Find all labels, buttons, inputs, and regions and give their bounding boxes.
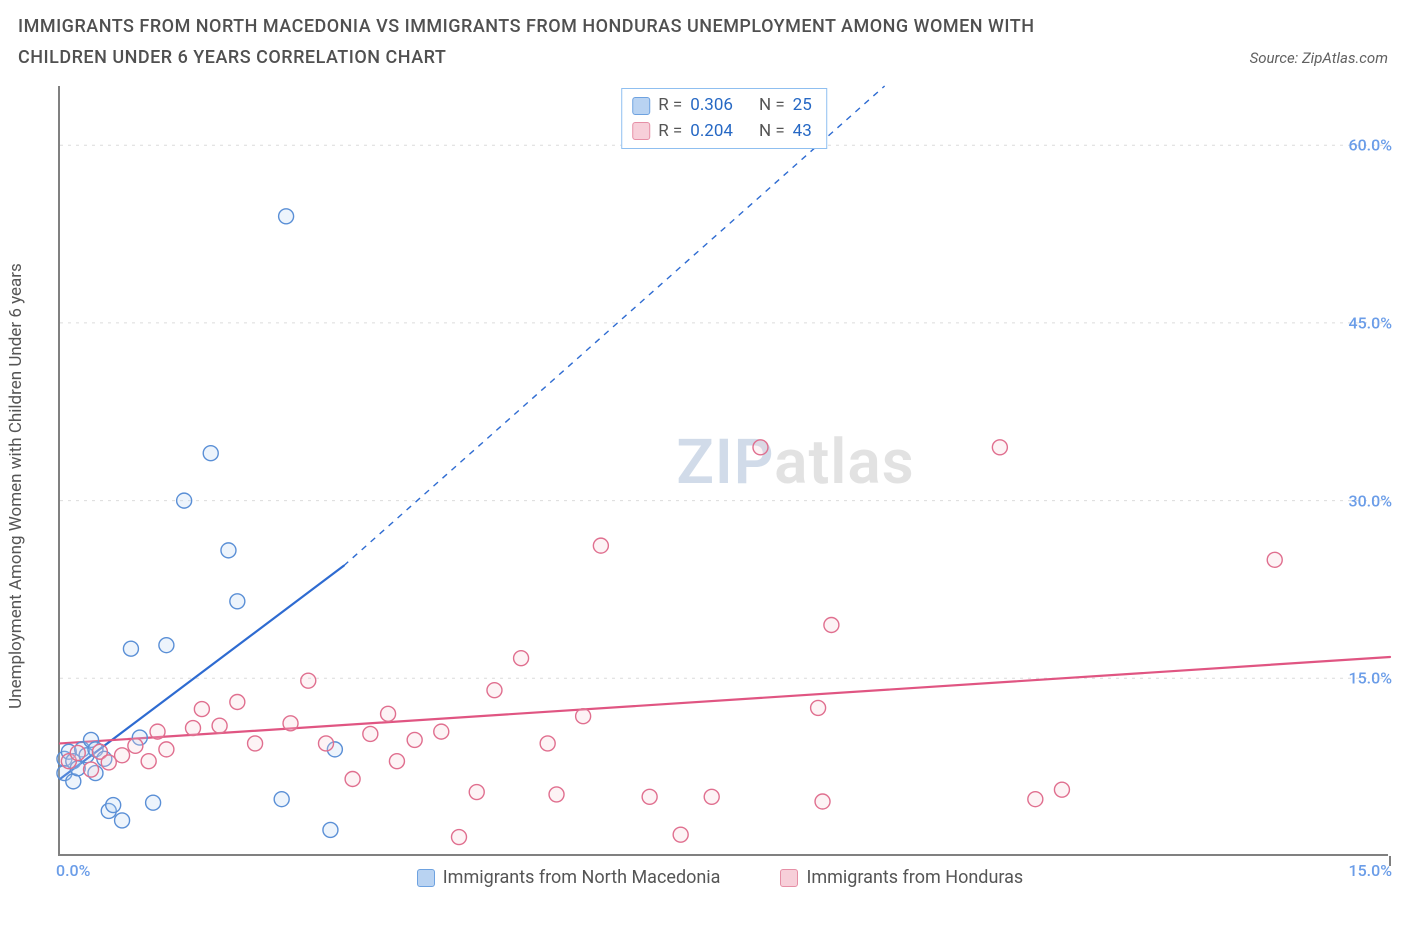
page-root: { "title": "IMMIGRANTS FROM NORTH MACEDO… [0,0,1406,930]
r-label-0: R = [658,93,682,119]
legend-label-0: Immigrants from North Macedonia [443,867,721,888]
n-value-0: 25 [793,93,812,119]
plot-area: Unemployment Among Women with Children U… [50,86,1390,886]
y-tick-label: 45.0% [1342,313,1392,332]
correlation-row-1: R = 0.204 N = 43 [632,119,812,145]
y-tick-label: 30.0% [1342,491,1392,510]
legend-label-1: Immigrants from Honduras [806,867,1023,888]
legend-swatch-0 [417,869,435,887]
correlation-row-0: R = 0.306 N = 25 [632,93,812,119]
title-row: IMMIGRANTS FROM NORTH MACEDONIA VS IMMIG… [18,12,1388,73]
n-value-1: 43 [793,119,812,145]
chart-title: IMMIGRANTS FROM NORTH MACEDONIA VS IMMIG… [18,12,1118,73]
chart-canvas: ZIPatlas R = 0.306 N = 25 R = 0.204 N = [58,86,1388,856]
n-label-1: N = [759,119,785,145]
chart-svg [60,86,1388,854]
legend-item-0: Immigrants from North Macedonia [417,867,721,888]
y-axis-label: Unemployment Among Women with Children U… [6,263,26,709]
y-tick-label: 15.0% [1342,669,1392,688]
swatch-series-1 [632,122,650,140]
swatch-series-0 [632,97,650,115]
legend-item-1: Immigrants from Honduras [780,867,1023,888]
y-tick-label: 60.0% [1342,136,1392,155]
correlation-legend: R = 0.306 N = 25 R = 0.204 N = 43 [621,88,827,149]
r-value-0: 0.306 [690,93,733,119]
source-label: Source: ZipAtlas.com [1250,49,1388,73]
r-value-1: 0.204 [690,119,733,145]
r-label-1: R = [658,119,682,145]
bottom-legend: Immigrants from North Macedonia Immigran… [50,867,1390,888]
n-label-0: N = [759,93,785,119]
legend-swatch-1 [780,869,798,887]
